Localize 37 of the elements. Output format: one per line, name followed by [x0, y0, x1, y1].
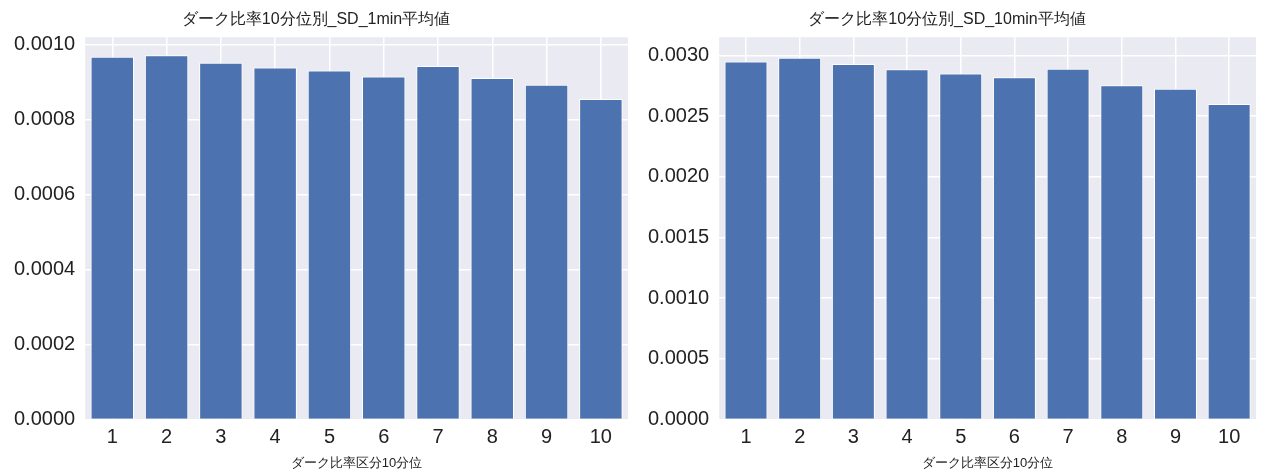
x-tick-label: 2 [794, 424, 806, 447]
x-tick-label: 1 [740, 424, 752, 447]
chart-title: ダーク比率10分位別_SD_1min平均値 [181, 10, 451, 29]
y-tick-label: 0.0010 [14, 32, 76, 55]
x-axis-title: ダーク比率区分10分位 [921, 454, 1054, 470]
x-tick-label: 5 [323, 424, 336, 447]
x-tick-label: 10 [1218, 424, 1241, 447]
y-tick-label: 0.0000 [648, 406, 710, 429]
y-tick-label: 0.0002 [14, 331, 76, 354]
y-tick-label: 0.0025 [648, 103, 710, 126]
x-tick-label: 8 [1116, 424, 1128, 447]
x-axis-title: ダーク比率区分10分位 [290, 454, 423, 470]
x-tick-label: 6 [1008, 424, 1020, 447]
y-tick-label: 0.0000 [14, 406, 76, 429]
x-tick-label: 2 [161, 424, 173, 447]
y-tick-label: 0.0030 [648, 42, 710, 65]
x-tick-label: 5 [955, 424, 967, 447]
x-tick-label: 3 [215, 424, 227, 447]
x-tick-label: 9 [541, 424, 553, 447]
chart-title: ダーク比率10分位別_SD_10min平均値 [808, 10, 1086, 29]
x-tick-label: 7 [432, 424, 444, 447]
y-tick-label: 0.0010 [648, 285, 710, 308]
x-tick-label: 1 [106, 424, 118, 447]
y-tick-label: 0.0004 [14, 257, 76, 280]
x-tick-label: 9 [1169, 424, 1182, 447]
x-tick-label: 4 [901, 424, 913, 447]
x-tick-label: 4 [269, 424, 281, 447]
x-tick-label: 6 [378, 424, 390, 447]
y-tick-label: 0.0005 [648, 346, 710, 369]
x-tick-label: 7 [1062, 424, 1074, 447]
x-tick-label: 3 [847, 424, 859, 447]
y-tick-label: 0.0015 [648, 224, 710, 247]
y-tick-label: 0.0020 [648, 164, 710, 187]
x-tick-label: 8 [486, 424, 498, 447]
y-tick-label: 0.0008 [14, 107, 76, 130]
y-tick-label: 0.0006 [14, 182, 76, 205]
x-tick-label: 10 [589, 424, 612, 447]
